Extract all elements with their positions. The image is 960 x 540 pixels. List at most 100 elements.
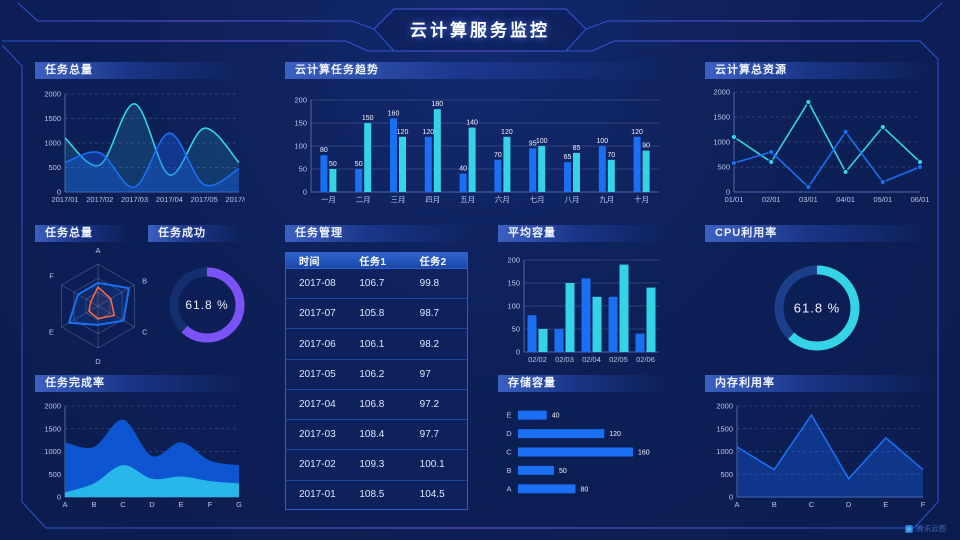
panel-title-avg-capacity: 平均容量: [498, 225, 665, 242]
svg-text:03/01: 03/01: [799, 195, 818, 204]
svg-text:140: 140: [466, 120, 478, 127]
svg-text:F: F: [49, 272, 54, 281]
svg-text:500: 500: [720, 470, 733, 479]
table-cell: 106.2: [346, 358, 407, 390]
page-title: 云计算服务监控: [410, 21, 550, 40]
panel-title-tasks-total-radar: 任务总量: [35, 225, 131, 242]
svg-text:01/01: 01/01: [725, 195, 744, 204]
svg-text:二月: 二月: [356, 195, 371, 204]
svg-text:A: A: [95, 246, 100, 255]
svg-text:五月: 五月: [460, 195, 475, 204]
svg-text:100: 100: [294, 142, 307, 151]
memory-line-chart: 0 500 1000 1500 2000 A B C D E F: [705, 398, 933, 515]
svg-text:0: 0: [516, 348, 520, 357]
table-row: 2017-06 106.1 98.2: [286, 328, 467, 360]
svg-text:61.8 %: 61.8 %: [794, 301, 840, 316]
svg-text:E: E: [506, 411, 511, 420]
trend-bar-chart: 0 50 100 150 200 一月 二月 三月 四月 五月 六月 七月 八月 九月 十月 80 50 160 1…: [285, 84, 665, 211]
svg-text:65: 65: [564, 154, 572, 161]
table-row: 2017-03 108.4 97.7: [286, 419, 467, 450]
svg-text:E: E: [178, 500, 183, 509]
svg-text:40: 40: [552, 413, 560, 420]
avg-capacity-bar-chart: 0 50 100 150 200 02/02 02/03 02/04 02/05 02/06: [498, 248, 665, 371]
panel-title-completion: 任务完成率: [35, 375, 245, 392]
svg-text:200: 200: [294, 96, 307, 105]
svg-text:02/04: 02/04: [582, 355, 601, 364]
table-cell: 99.8: [406, 267, 467, 299]
svg-text:05/01: 05/01: [873, 195, 892, 204]
task-success-gauge: 61.8 %: [150, 246, 246, 375]
table-row: 2017-01 108.5 104.5: [286, 479, 467, 509]
svg-text:D: D: [95, 357, 101, 366]
svg-text:B: B: [91, 500, 96, 509]
resources-line-chart: 0 500 1000 1500 2000 01/01 02/01 03/01 04/01 05/0…: [702, 82, 930, 211]
svg-text:G: G: [236, 500, 242, 509]
table-cell: 106.1: [346, 328, 407, 360]
svg-text:100: 100: [596, 138, 608, 145]
table-cell: 108.4: [346, 419, 407, 450]
svg-text:0: 0: [726, 188, 730, 197]
svg-text:06/01: 06/01: [911, 195, 930, 204]
svg-text:0: 0: [57, 493, 61, 502]
table-cell: 97.7: [406, 419, 467, 450]
svg-text:50: 50: [512, 325, 520, 334]
svg-text:50: 50: [329, 161, 337, 168]
svg-text:50: 50: [355, 161, 363, 168]
table-row: 2017-08 106.7 99.8: [286, 267, 467, 299]
svg-text:02/06: 02/06: [636, 355, 655, 364]
table-header-row: 时间 任务1 任务2: [286, 253, 467, 269]
svg-text:B: B: [772, 500, 777, 509]
svg-text:A: A: [734, 500, 739, 509]
svg-text:1500: 1500: [44, 114, 61, 123]
svg-text:120: 120: [631, 129, 643, 136]
svg-text:1000: 1000: [44, 139, 61, 148]
svg-text:50: 50: [299, 165, 307, 174]
table-cell: 2017-08: [286, 267, 347, 299]
svg-text:E: E: [883, 500, 888, 509]
svg-text:2017/04: 2017/04: [156, 195, 183, 204]
svg-text:十月: 十月: [634, 194, 649, 204]
panel-title-task-success: 任务成功: [148, 225, 245, 242]
table-cell: 104.5: [406, 479, 467, 509]
svg-text:2000: 2000: [44, 402, 61, 411]
svg-text:2000: 2000: [713, 88, 730, 97]
table-cell: 2017-01: [286, 479, 347, 509]
svg-text:100: 100: [507, 302, 520, 311]
table-row: 2017-07 105.8 98.7: [286, 298, 467, 329]
panel-title-cpu: CPU利用率: [705, 225, 933, 242]
svg-text:2017/02: 2017/02: [86, 195, 113, 204]
svg-text:四月: 四月: [425, 195, 440, 204]
svg-text:A: A: [62, 500, 67, 509]
watermark: 腾讯云图: [905, 523, 946, 534]
svg-text:04/01: 04/01: [836, 195, 855, 204]
svg-text:C: C: [809, 500, 815, 509]
svg-text:160: 160: [388, 110, 400, 117]
svg-text:02/05: 02/05: [609, 355, 628, 364]
panel-title-resources: 云计算总资源: [705, 62, 933, 79]
table-cell: 2017-05: [286, 358, 347, 390]
table-cell: 108.5: [346, 479, 407, 509]
table-cell: 98.7: [406, 298, 467, 329]
svg-text:C: C: [120, 500, 126, 509]
svg-text:150: 150: [362, 115, 374, 122]
table-cell: 98.2: [406, 328, 467, 360]
cpu-gauge: 61.8 %: [705, 246, 933, 375]
svg-text:500: 500: [48, 470, 61, 479]
panel-title-trend: 云计算任务趋势: [285, 62, 665, 79]
svg-text:120: 120: [422, 129, 434, 136]
task-table-panel: 时间 任务1 任务2 2017-08 106.7 99.8 2017-07 105.8 98.7…: [285, 252, 468, 510]
column-header: 时间: [286, 253, 347, 269]
svg-text:40: 40: [459, 166, 467, 173]
svg-text:120: 120: [501, 129, 513, 136]
svg-text:1500: 1500: [44, 424, 61, 433]
completion-area-chart: 0 500 1000 1500 2000 A B C D E F G: [35, 398, 245, 515]
svg-text:0: 0: [303, 188, 307, 197]
watermark-logo-icon: [905, 524, 913, 533]
table-cell: 2017-02: [286, 449, 347, 481]
table-cell: 2017-06: [286, 328, 347, 360]
svg-text:C: C: [142, 328, 148, 337]
tasks-total-radar-chart: A B C D E F: [38, 246, 158, 375]
svg-text:1000: 1000: [716, 447, 733, 456]
column-header: 任务1: [346, 253, 407, 269]
